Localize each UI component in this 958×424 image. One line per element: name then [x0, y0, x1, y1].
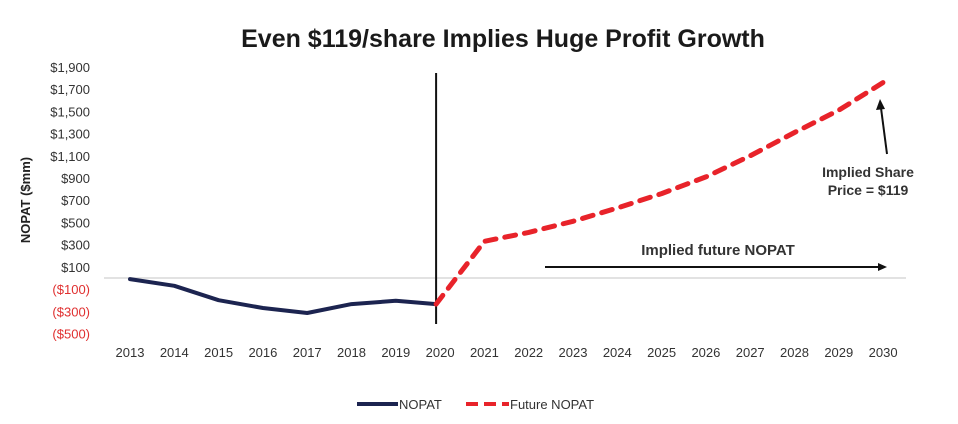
x-tick-label: 2029	[824, 345, 853, 360]
data-point	[172, 284, 176, 288]
y-tick-label: ($300)	[52, 304, 90, 319]
x-tick-label: 2023	[559, 345, 588, 360]
data-point	[128, 277, 132, 281]
x-tick-label: 2013	[116, 345, 145, 360]
share-price-arrowhead	[876, 99, 885, 110]
y-tick-label: ($100)	[52, 282, 90, 297]
x-tick-label: 2019	[381, 345, 410, 360]
data-point	[527, 230, 531, 234]
y-tick-label: ($500)	[52, 327, 90, 342]
data-point	[704, 175, 708, 179]
y-tick-label: $300	[61, 238, 90, 253]
data-point	[660, 192, 664, 196]
data-point	[434, 302, 438, 306]
y-axis-label: NOPAT ($mm)	[18, 157, 33, 243]
data-point	[748, 154, 752, 158]
x-tick-label: 2024	[603, 345, 632, 360]
y-tick-label: $700	[61, 193, 90, 208]
legend: NOPAT Future NOPAT	[357, 397, 594, 412]
x-tick-label: 2017	[293, 345, 322, 360]
data-point	[482, 239, 486, 243]
x-tick-label: 2030	[869, 345, 898, 360]
x-tick-labels: 2013 2014 2015 2016 2017 2018 2019 2020 2021 2022…	[116, 345, 898, 360]
implied-share-price-label-line2: Price = $119	[828, 182, 909, 198]
x-tick-label: 2018	[337, 345, 366, 360]
y-tick-label: $1,100	[50, 149, 90, 164]
y-tick-label: $1,900	[50, 60, 90, 75]
annotations: Implied future NOPAT Implied Share Price…	[545, 99, 914, 271]
x-tick-label: 2020	[426, 345, 455, 360]
x-tick-label: 2014	[160, 345, 189, 360]
data-point	[350, 302, 354, 306]
y-tick-label: $100	[61, 260, 90, 275]
data-point	[571, 219, 575, 223]
x-tick-label: 2021	[470, 345, 499, 360]
x-tick-label: 2015	[204, 345, 233, 360]
data-point	[881, 81, 885, 85]
data-point	[261, 306, 265, 310]
implied-share-price-label-line1: Implied Share	[822, 164, 914, 180]
series-line-nopat	[128, 277, 439, 315]
series-line-future-nopat	[433, 80, 886, 307]
y-tick-label: $900	[61, 171, 90, 186]
implied-future-arrowhead	[878, 263, 887, 271]
chart-title: Even $119/share Implies Huge Profit Grow…	[241, 25, 765, 53]
x-tick-label: 2027	[736, 345, 765, 360]
data-point	[615, 206, 619, 210]
data-point	[217, 298, 221, 302]
y-tick-labels: $1,900 $1,700 $1,500 $1,300 $1,100 $900 $700 $5…	[50, 60, 90, 342]
data-point	[837, 108, 841, 112]
y-tick-label: $500	[61, 215, 90, 230]
y-tick-label: $1,700	[50, 82, 90, 97]
data-point	[793, 131, 797, 135]
x-tick-label: 2026	[691, 345, 720, 360]
series-group	[128, 80, 886, 315]
share-price-arrow	[880, 107, 888, 155]
x-tick-label: 2016	[248, 345, 277, 360]
y-tick-label: $1,300	[50, 127, 90, 142]
x-tick-label: 2025	[647, 345, 676, 360]
legend-label-future-nopat: Future NOPAT	[510, 397, 594, 412]
x-tick-label: 2028	[780, 345, 809, 360]
x-tick-label: 2022	[514, 345, 543, 360]
data-point	[394, 299, 398, 303]
legend-label-nopat: NOPAT	[399, 397, 442, 412]
implied-future-nopat-label: Implied future NOPAT	[641, 242, 795, 259]
y-tick-label: $1,500	[50, 104, 90, 119]
data-point	[305, 311, 309, 315]
